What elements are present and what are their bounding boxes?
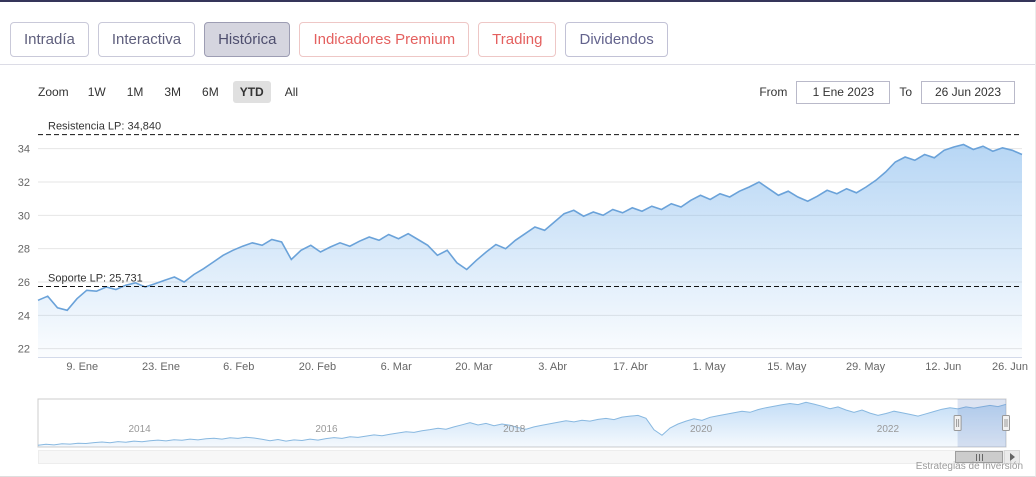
tabbar-divider — [0, 64, 1035, 65]
svg-text:29. May: 29. May — [846, 361, 886, 373]
zoom-button-6m[interactable]: 6M — [202, 85, 219, 99]
svg-text:3. Abr: 3. Abr — [538, 361, 567, 373]
svg-text:9. Ene: 9. Ene — [66, 361, 98, 373]
svg-text:26: 26 — [18, 277, 30, 289]
svg-text:32: 32 — [18, 177, 30, 189]
chart-toolbar: Zoom 1W 1M 3M 6M YTD All From To — [38, 80, 1015, 104]
navigator[interactable]: 2014 2016 2018 2020 2022 — [0, 395, 1036, 450]
scrollbar-right-arrow-button[interactable] — [1004, 450, 1020, 464]
svg-text:30: 30 — [18, 210, 30, 222]
arrow-right-icon — [1009, 453, 1015, 461]
tab-indicadores-premium[interactable]: Indicadores Premium — [299, 22, 470, 57]
date-range-controls: From To — [759, 80, 1015, 104]
svg-text:Soporte LP: 25,731: Soporte LP: 25,731 — [48, 272, 143, 284]
zoom-button-1w[interactable]: 1W — [87, 85, 106, 99]
svg-text:2020: 2020 — [690, 424, 713, 435]
zoom-button-all[interactable]: All — [284, 85, 299, 99]
to-date-input[interactable] — [921, 80, 1015, 104]
from-label: From — [759, 85, 788, 99]
tab-intradia[interactable]: Intradía — [10, 22, 89, 57]
scrollbar-grip-icon — [975, 453, 977, 461]
svg-text:22: 22 — [18, 344, 30, 356]
svg-text:2014: 2014 — [129, 424, 152, 435]
tab-trading[interactable]: Trading — [478, 22, 557, 57]
scrollbar-grip-icon — [981, 453, 983, 461]
from-date-input[interactable] — [796, 80, 891, 104]
svg-text:1. May: 1. May — [693, 361, 727, 373]
price-area-chart[interactable]: 22 24 26 28 30 32 34 Resistencia LP: 34,840 Sopo… — [0, 107, 1036, 387]
svg-text:20. Mar: 20. Mar — [455, 361, 493, 373]
to-label: To — [899, 85, 912, 99]
tab-dividendos[interactable]: Dividendos — [565, 22, 668, 57]
svg-text:26. Jun: 26. Jun — [992, 361, 1028, 373]
svg-text:20. Feb: 20. Feb — [299, 361, 336, 373]
svg-text:12. Jun: 12. Jun — [925, 361, 961, 373]
watermark: Estrategias de Inversión — [915, 461, 1023, 472]
scrollbar-thumb[interactable] — [955, 451, 1003, 463]
svg-text:23. Ene: 23. Ene — [142, 361, 180, 373]
zoom-button-1m[interactable]: 1M — [126, 85, 144, 99]
zoom-button-3m[interactable]: 3M — [164, 85, 182, 99]
scrollbar-track[interactable] — [38, 450, 1004, 464]
scrollbar-grip-icon — [978, 453, 980, 461]
svg-text:2018: 2018 — [503, 424, 526, 435]
svg-text:28: 28 — [18, 244, 30, 256]
svg-text:24: 24 — [18, 310, 30, 322]
svg-text:2022: 2022 — [877, 424, 900, 435]
svg-text:6. Feb: 6. Feb — [223, 361, 254, 373]
zoom-button-ytd[interactable]: YTD — [232, 81, 271, 103]
svg-text:6. Mar: 6. Mar — [381, 361, 413, 373]
svg-text:15. May: 15. May — [767, 361, 807, 373]
chart-tabs: Intradía Interactiva Histórica Indicador… — [10, 22, 668, 57]
svg-text:17. Abr: 17. Abr — [613, 361, 648, 373]
tab-interactiva[interactable]: Interactiva — [97, 22, 196, 57]
zoom-label: Zoom — [38, 85, 69, 99]
svg-text:34: 34 — [18, 144, 30, 156]
svg-text:Resistencia LP: 34,840: Resistencia LP: 34,840 — [48, 121, 161, 133]
tab-historica[interactable]: Histórica — [204, 22, 291, 57]
svg-text:2016: 2016 — [315, 424, 338, 435]
